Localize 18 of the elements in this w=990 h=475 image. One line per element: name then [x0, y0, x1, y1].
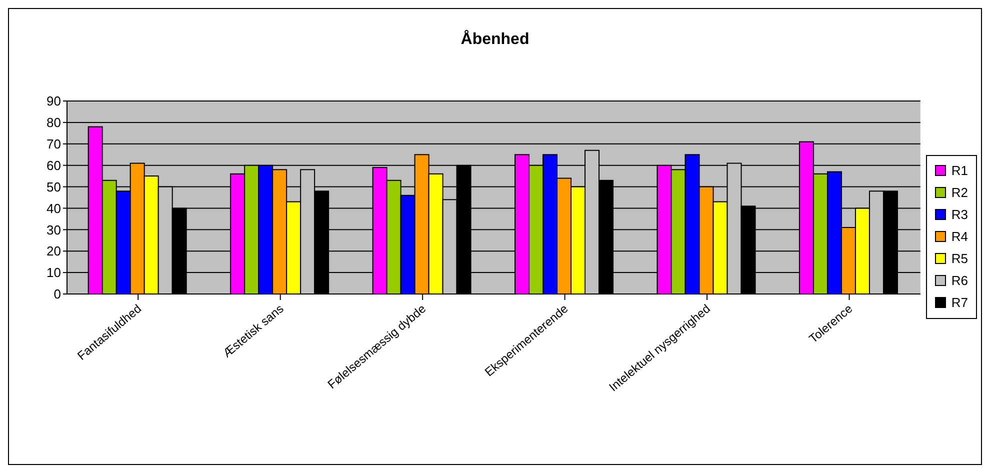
y-tick-label: 90	[46, 94, 61, 109]
y-tick-label: 80	[46, 115, 61, 130]
legend-label: R7	[951, 294, 968, 312]
legend-label: R3	[951, 206, 968, 224]
y-tick-label: 70	[46, 136, 61, 152]
y-tick-label: 10	[46, 265, 61, 280]
legend-label: R5	[951, 250, 968, 268]
legend-label: R2	[951, 184, 968, 202]
y-tick-label: 0	[54, 286, 61, 302]
y-tick-label: 40	[46, 200, 61, 216]
legend-label: R4	[951, 228, 968, 246]
y-tick-label: 50	[46, 179, 61, 194]
y-tick-label: 30	[46, 222, 61, 238]
legend-label: R1	[951, 162, 968, 180]
y-tick-label: 20	[46, 244, 61, 259]
y-tick-label: 60	[46, 158, 61, 173]
chart-title: Åbenhed	[460, 31, 530, 49]
legend-label: R6	[951, 272, 968, 290]
